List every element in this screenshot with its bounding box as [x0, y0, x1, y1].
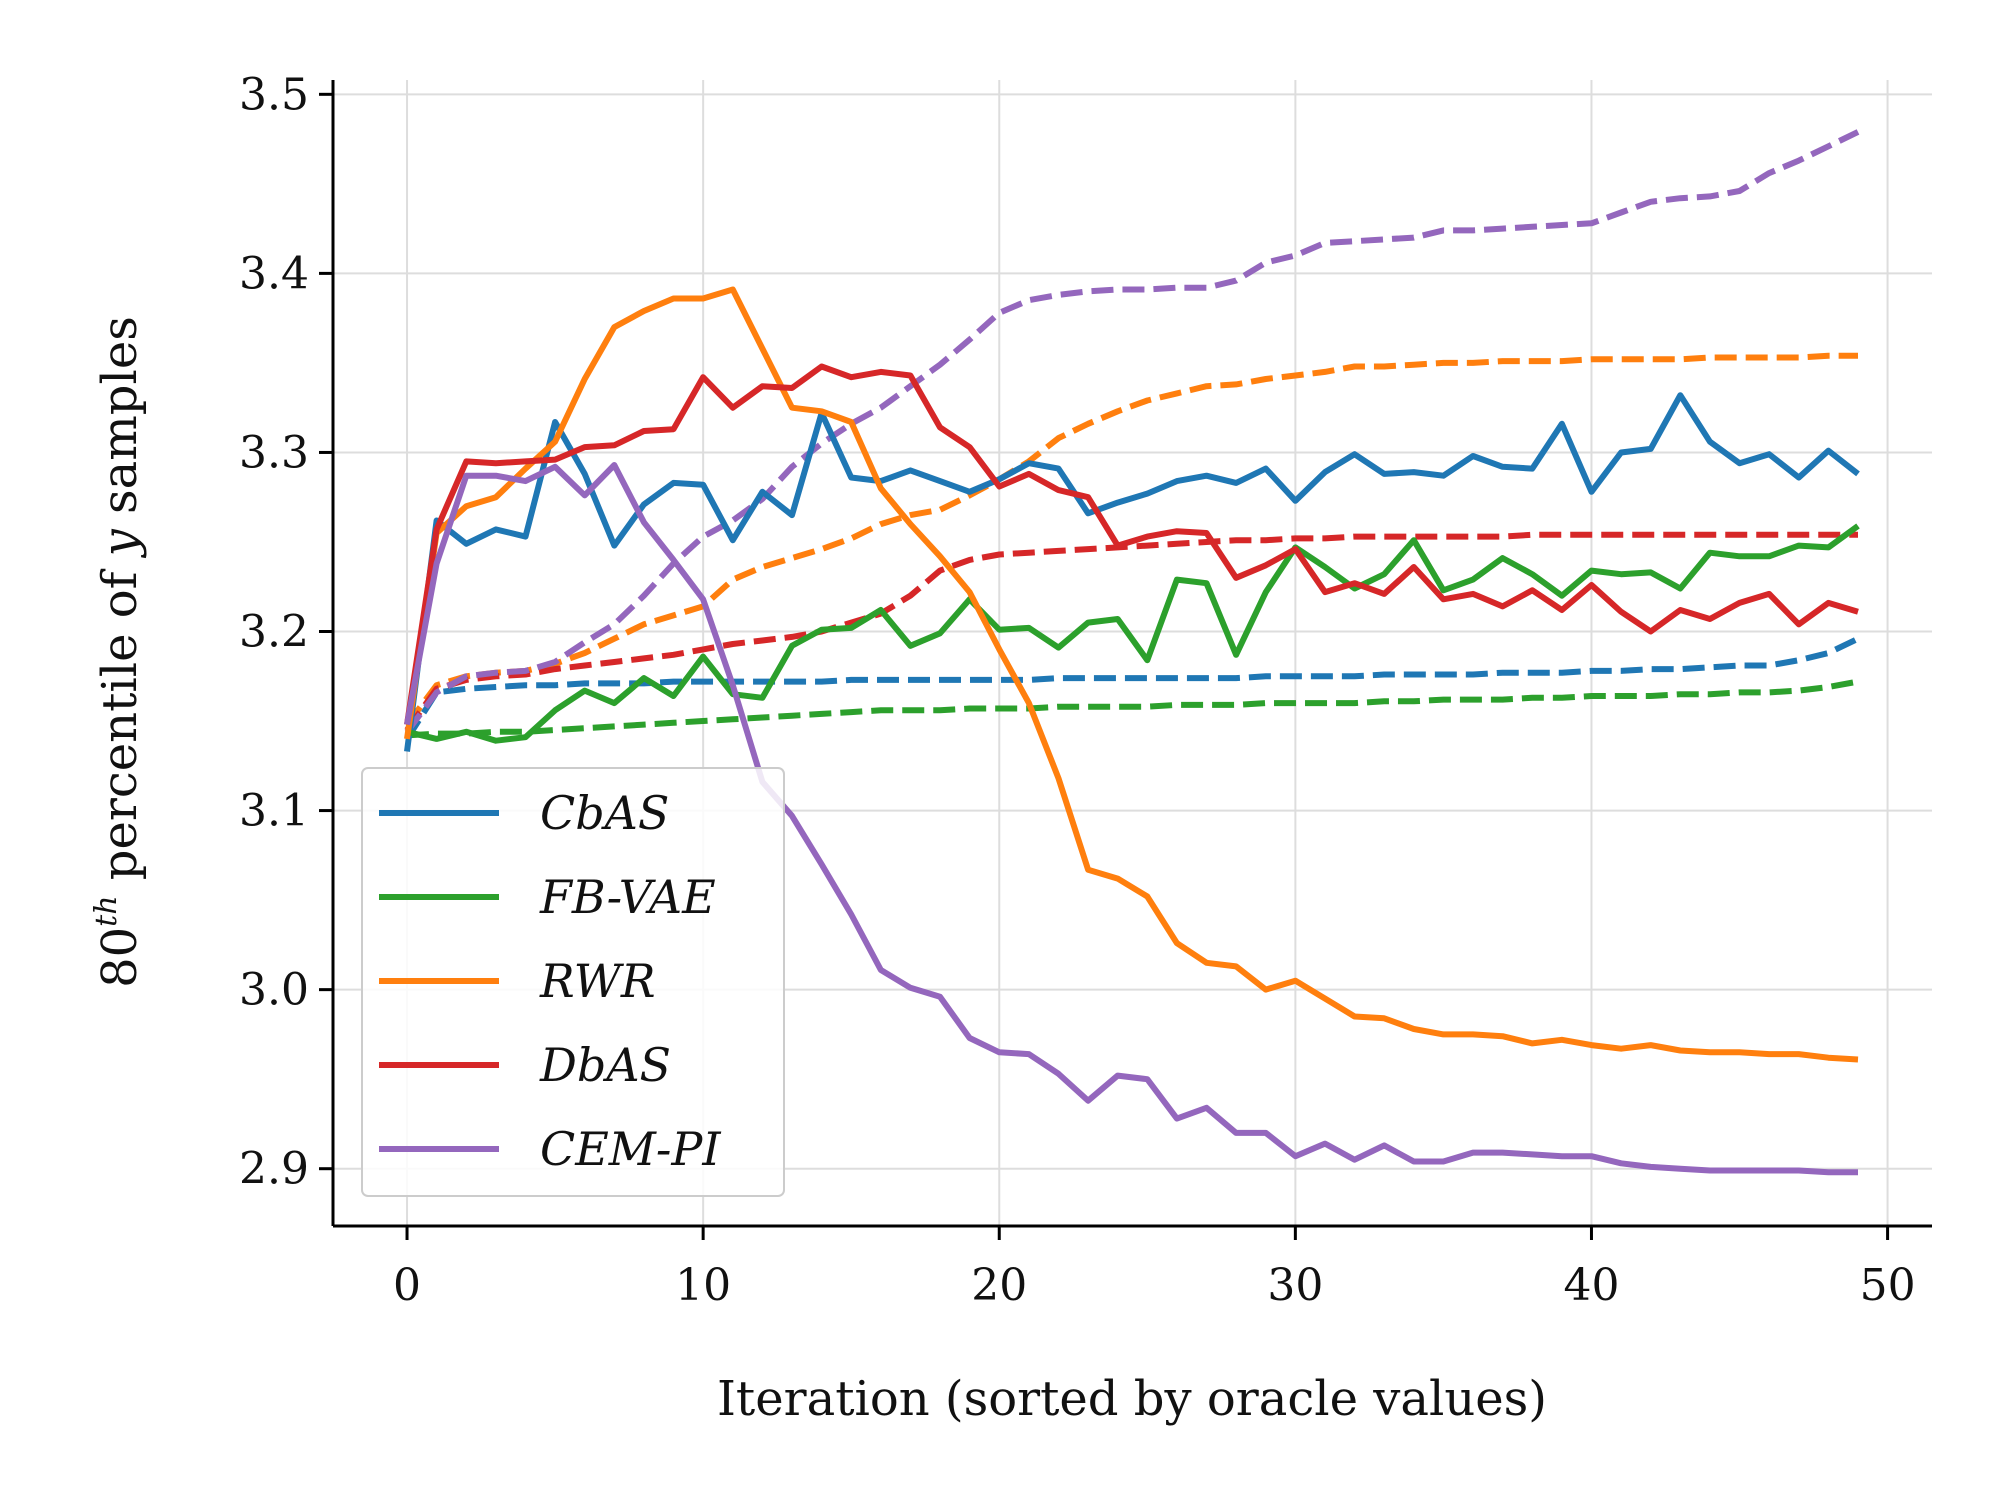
y-label-prefix: 80: [92, 927, 148, 988]
y-tick-label: 3.0: [239, 965, 309, 1016]
y-label-suffix: samples: [92, 316, 148, 529]
y-tick-label: 3.2: [239, 607, 309, 658]
series-cem-pi-mean: [404, 129, 1860, 734]
y-tick-label: 2.9: [239, 1144, 309, 1195]
x-tick-label: 10: [675, 1260, 731, 1311]
axes: [331, 80, 1932, 1228]
series-fb-vae-mean: [406, 678, 1859, 739]
legend-label-rwr: RWR: [539, 954, 656, 1008]
x-tick-label: 20: [971, 1260, 1027, 1311]
y-tick-label: 3.1: [239, 786, 309, 837]
series-dbas-mean: [404, 531, 1858, 732]
y-label-superscript: th: [89, 895, 124, 926]
series-lines: [404, 129, 1860, 1176]
x-tick-label: 30: [1267, 1260, 1323, 1311]
y-ticks: 2.9 3.0 3.1 3.2 3.3 3.4 3.5: [239, 69, 333, 1195]
x-ticks: 0 10 20 30 40 50: [393, 1226, 1916, 1311]
x-tick-label: 0: [393, 1260, 421, 1311]
y-tick-label: 3.3: [239, 427, 309, 478]
series-cbas: [404, 392, 1860, 752]
x-axis-label: Iteration (sorted by oracle values): [717, 1371, 1547, 1427]
x-tick-label: 40: [1563, 1260, 1619, 1311]
series-rwr: [404, 286, 1859, 1063]
series-rwr-mean: [404, 352, 1858, 727]
y-label-middle: percentile of: [92, 556, 148, 895]
series-dbas: [404, 363, 1859, 726]
y-axis-label: 80th percentile of y samples: [89, 316, 148, 988]
legend-label-cbas: CbAS: [540, 786, 669, 840]
series-fb-vae: [406, 523, 1860, 744]
series-cem-pi: [404, 462, 1858, 1176]
x-tick-label: 50: [1860, 1260, 1916, 1311]
legend-frame: [361, 767, 785, 1197]
legend-label-dbas: DbAS: [539, 1038, 671, 1092]
legend: CbAS FB-VAE RWR DbAS CEM-PI: [361, 767, 785, 1197]
legend-label-fb-vae: FB-VAE: [539, 870, 716, 924]
gridlines: [333, 80, 1932, 1226]
y-tick-label: 3.5: [239, 69, 309, 120]
legend-label-cem-pi: CEM-PI: [540, 1122, 721, 1176]
y-label-var: y: [92, 528, 148, 558]
y-tick-label: 3.4: [239, 248, 309, 299]
